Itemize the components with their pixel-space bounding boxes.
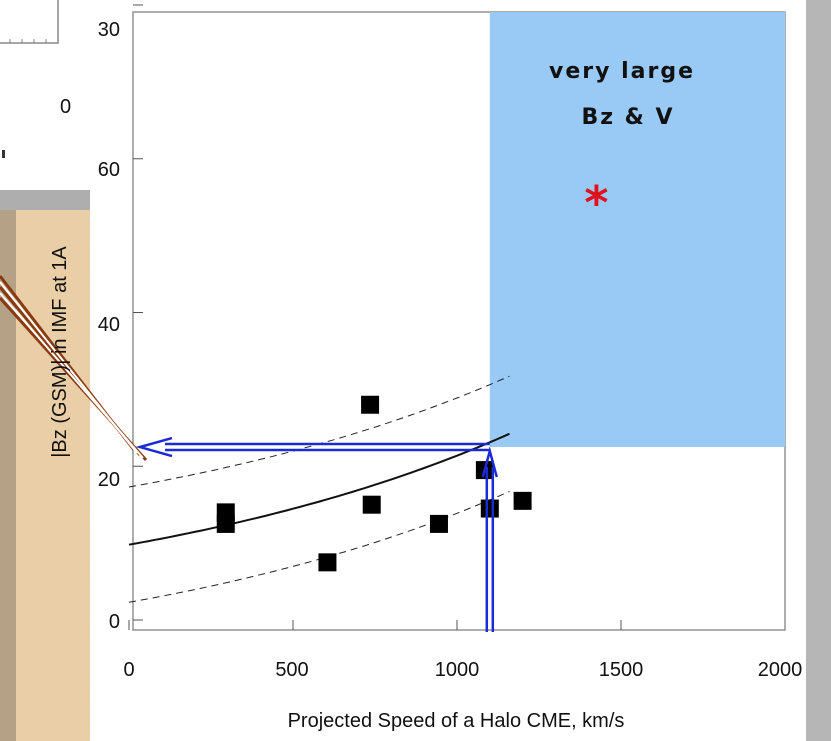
data-point-1: [216, 514, 235, 533]
panel-fragment-axis: [0, 0, 59, 44]
panel-fragment-tick-zero: 0: [60, 96, 71, 118]
data-point-8: [513, 491, 532, 510]
panel-fragment-mark: [2, 150, 5, 158]
y-tick-20: 20: [98, 469, 120, 491]
y-tick-40: 40: [98, 314, 120, 336]
region-label-line2: Bz & V: [581, 105, 674, 130]
large-bz-v-region: [489, 12, 785, 448]
y-tick-80: 30: [98, 19, 120, 41]
top-left-panel-fragment: [0, 0, 90, 190]
horizontal-arrow-head: [135, 436, 173, 458]
y-tick-0: 0: [109, 611, 120, 633]
data-point-4: [362, 495, 381, 514]
x-tick-1500: 1500: [599, 659, 644, 681]
region-label-line1: very large: [549, 59, 695, 84]
x-axis-title: Projected Speed of a Halo CME, km/s: [288, 710, 625, 732]
left-gray-bar: [0, 190, 90, 210]
x-tick-500: 500: [275, 659, 308, 681]
fit-curve: [128, 432, 510, 546]
axis-ticks: [128, 4, 622, 630]
left-gray-rail: [0, 210, 16, 741]
y-tick-60: 60: [98, 159, 120, 181]
y-axis-title: |Bz (GSM)| in IMF at 1A: [49, 246, 71, 458]
data-markers: [216, 395, 532, 572]
x-tick-1000: 1000: [435, 659, 480, 681]
connector-highlights: [0, 281, 144, 459]
x-tick-2000: 2000: [758, 659, 803, 681]
data-point-7: [480, 499, 499, 518]
right-gray-strip: [806, 0, 831, 741]
x-tick-0: 0: [123, 659, 134, 681]
threshold-arrows: [135, 436, 499, 632]
highlight-star: *: [584, 176, 608, 230]
data-point-2: [318, 553, 337, 572]
data-point-3: [361, 395, 380, 414]
data-point-5: [429, 514, 448, 533]
panel-fragment-ticks: [9, 39, 47, 43]
vertical-arrow-head: [481, 446, 499, 478]
